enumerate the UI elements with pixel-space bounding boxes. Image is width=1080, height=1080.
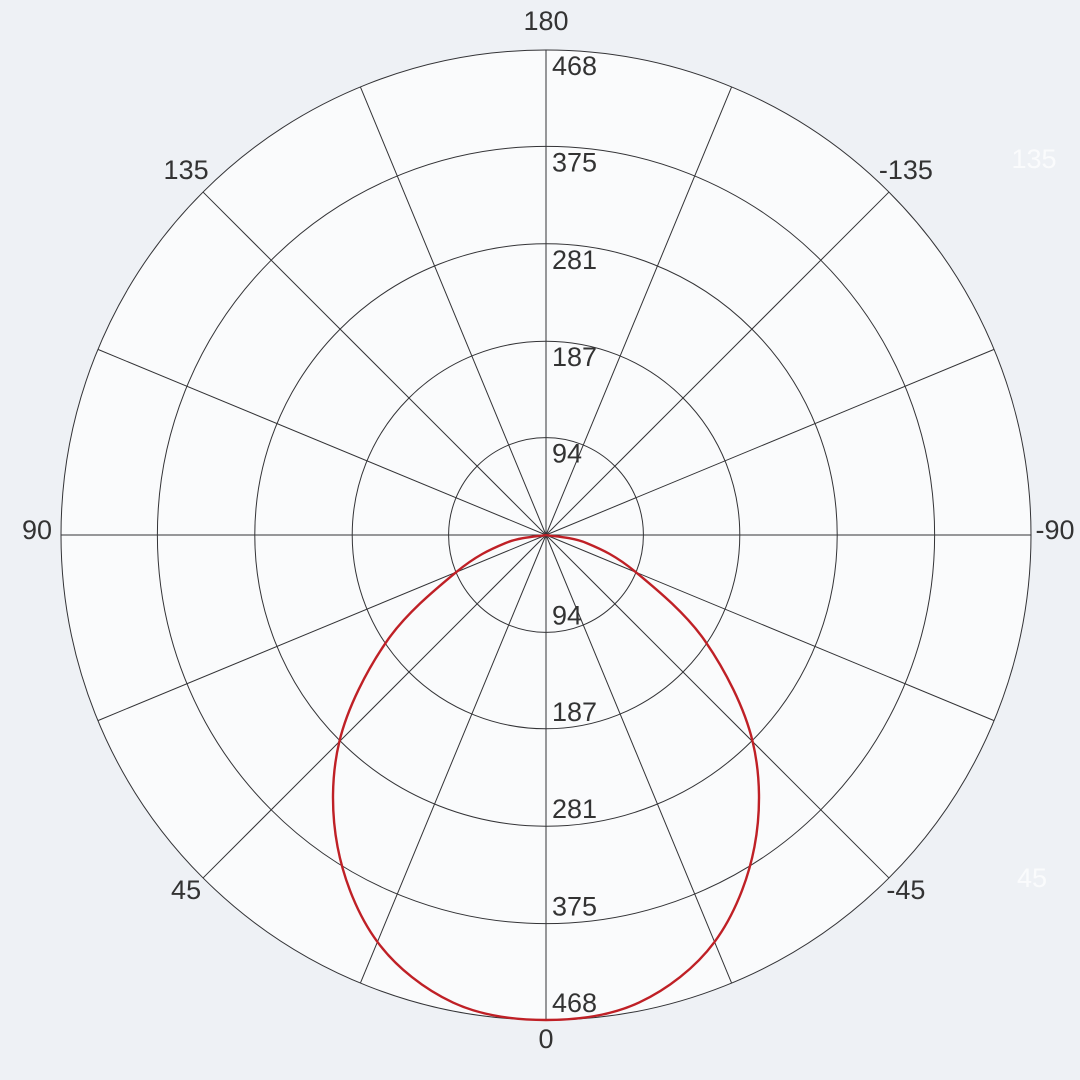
svg-text:45: 45 (171, 875, 201, 905)
svg-text:-90: -90 (1035, 515, 1074, 545)
svg-text:375: 375 (552, 147, 597, 177)
svg-text:180: 180 (523, 6, 568, 36)
svg-text:0: 0 (538, 1024, 553, 1054)
svg-text:94: 94 (552, 439, 582, 469)
svg-text:187: 187 (552, 342, 597, 372)
svg-text:-135: -135 (879, 155, 933, 185)
svg-text:94: 94 (552, 600, 582, 630)
svg-text:45: 45 (1017, 863, 1047, 893)
svg-text:187: 187 (552, 697, 597, 727)
svg-text:281: 281 (552, 245, 597, 275)
svg-text:375: 375 (552, 892, 597, 922)
svg-text:281: 281 (552, 794, 597, 824)
svg-text:468: 468 (552, 988, 597, 1018)
svg-text:468: 468 (552, 51, 597, 81)
svg-text:90: 90 (22, 515, 52, 545)
svg-text:-45: -45 (886, 875, 925, 905)
svg-text:135: 135 (164, 155, 209, 185)
svg-text:135: 135 (1011, 144, 1056, 174)
